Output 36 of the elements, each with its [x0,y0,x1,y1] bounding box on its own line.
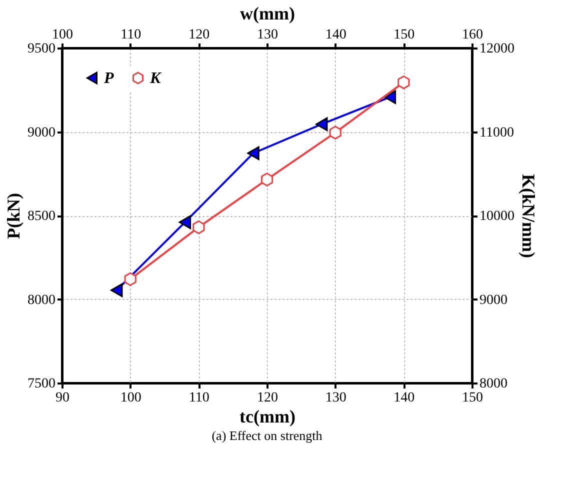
x-tick-label: 100 [120,390,142,406]
y-axis-title: P(kN) [4,193,24,239]
y-tick-label: 8500 [28,209,56,224]
x-tick-label: 130 [325,390,346,406]
x-tick-label: 150 [462,390,483,406]
x2-tick-label: 100 [52,28,73,42]
legend-label: K [149,70,162,87]
y2-tick-label: 10000 [480,209,514,224]
legend-label: P [103,70,114,87]
y2-tick-label: 9000 [480,292,508,308]
y2-tick-label: 12000 [480,42,514,56]
x-axis-title: tc(mm) [240,406,296,426]
point [398,75,410,90]
point [192,220,205,234]
x-tick-label: 140 [394,390,415,406]
point [329,126,342,140]
y2-tick-label: 11000 [480,125,514,140]
y2-tick-label: 8000 [480,376,508,392]
x2-tick-label: 150 [394,28,415,42]
x2-tick-label: 160 [462,28,483,42]
x2-tick-label: 110 [120,28,142,42]
text: (a) Effect on strength [212,428,323,443]
y-tick-label: 8000 [28,292,56,308]
point [260,172,274,186]
x-tick-label: 110 [188,390,210,406]
y2-axis-title: K(kN/mm) [518,174,538,258]
point [124,272,136,286]
x2-axis-title: w(mm) [240,4,295,24]
y-tick-label: 9000 [28,125,56,140]
x-tick-label: 120 [257,390,278,406]
x-tick-label: 90 [56,390,70,406]
x2-tick-label: 140 [325,28,346,42]
y-tick-label: 9500 [28,42,56,56]
x2-tick-label: 130 [257,28,278,42]
x2-tick-label: 120 [188,28,210,42]
y-tick-label: 7500 [28,376,56,392]
